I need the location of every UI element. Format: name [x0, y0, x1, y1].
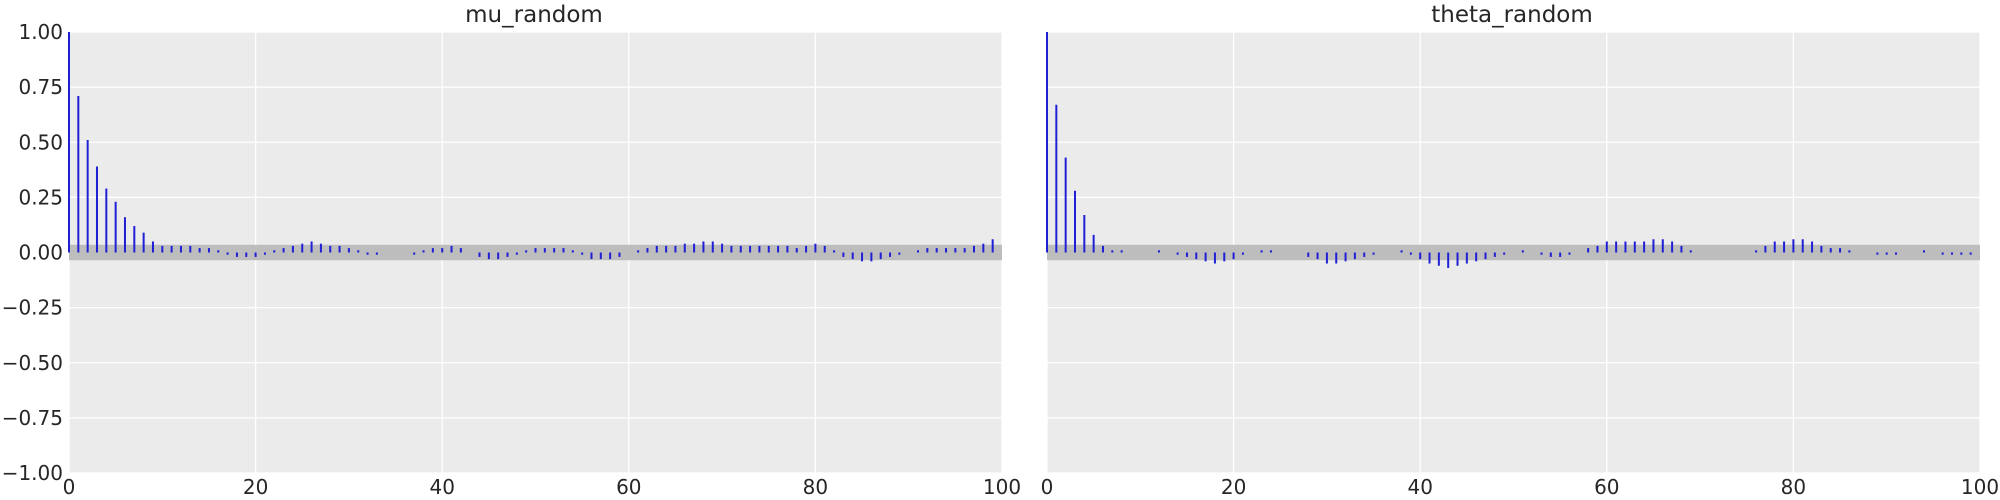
y-tick-label: 1.00	[18, 20, 63, 44]
y-tick-label: 0.50	[18, 130, 63, 154]
x-tick-label: 40	[1407, 475, 1432, 499]
x-tick-label: 0	[1041, 475, 1054, 499]
x-tick-label: 60	[1594, 475, 1619, 499]
autocorrelation-panel-theta-random: theta_random 0 20 40 60 80 100	[1041, 2, 1999, 499]
acf-stems	[1046, 32, 1972, 268]
panel-title: mu_random	[465, 2, 603, 28]
x-tick-label: 60	[616, 475, 641, 499]
y-tick-label: −1.00	[2, 461, 63, 485]
x-tick-label: 100	[1961, 475, 1999, 499]
y-tick-label: 0.75	[18, 75, 63, 99]
y-tick-label: −0.50	[2, 351, 63, 375]
y-tick-label: 0.00	[18, 241, 63, 265]
x-tick-label: 20	[243, 475, 268, 499]
acf-stems	[68, 32, 994, 262]
y-tick-label: −0.25	[2, 296, 63, 320]
autocorrelation-panel-mu-random: mu_random 0 20 40 60 80 100 1.00 0.75 0.50 0.25 0.…	[2, 2, 1021, 499]
x-tick-label: 0	[63, 475, 76, 499]
x-tick-label: 80	[803, 475, 828, 499]
x-tick-label: 40	[429, 475, 454, 499]
confidence-band	[1047, 244, 1980, 261]
x-tick-label: 20	[1221, 475, 1246, 499]
x-tick-label: 80	[1781, 475, 1806, 499]
y-tick-label: −0.75	[2, 406, 63, 430]
plot-area	[1046, 31, 1981, 474]
y-tick-label: 0.25	[18, 185, 63, 209]
x-tick-label: 100	[983, 475, 1021, 499]
panel-title: theta_random	[1431, 2, 1593, 28]
plot-area	[68, 31, 1003, 474]
